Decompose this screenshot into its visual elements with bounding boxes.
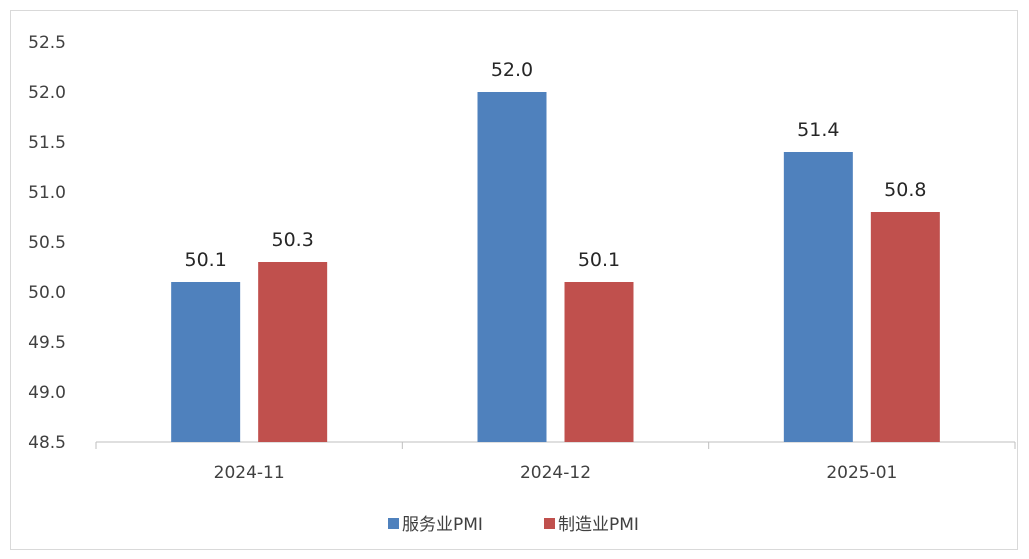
y-tick-label: 52.0: [28, 83, 66, 103]
bar-value-label: 50.3: [272, 229, 314, 251]
x-category-label: 2024-12: [520, 463, 591, 483]
y-tick-label: 49.5: [28, 333, 66, 353]
y-tick-label: 51.5: [28, 133, 66, 153]
x-category-label: 2025-01: [826, 463, 897, 483]
legend-swatch: [388, 518, 399, 529]
bar: [564, 282, 634, 442]
y-tick-label: 52.5: [28, 33, 66, 53]
legend-label: 制造业PMI: [558, 515, 639, 535]
bar-value-label: 50.1: [578, 249, 620, 271]
bar: [477, 92, 547, 442]
bar-value-label: 52.0: [491, 59, 533, 81]
y-tick-label: 50.0: [28, 283, 66, 303]
bar: [870, 212, 940, 442]
bar-value-label: 50.1: [185, 249, 227, 271]
bar-value-label: 51.4: [797, 119, 839, 141]
bar: [258, 262, 328, 442]
bar: [783, 152, 853, 442]
bar-value-label: 50.8: [884, 179, 926, 201]
x-category-label: 2024-11: [214, 463, 285, 483]
bar: [171, 282, 241, 442]
y-tick-label: 50.5: [28, 233, 66, 253]
legend-swatch: [544, 518, 555, 529]
y-tick-label: 49.0: [28, 383, 66, 403]
y-tick-label: 48.5: [28, 433, 66, 453]
y-tick-label: 51.0: [28, 183, 66, 203]
legend-label: 服务业PMI: [402, 515, 483, 535]
